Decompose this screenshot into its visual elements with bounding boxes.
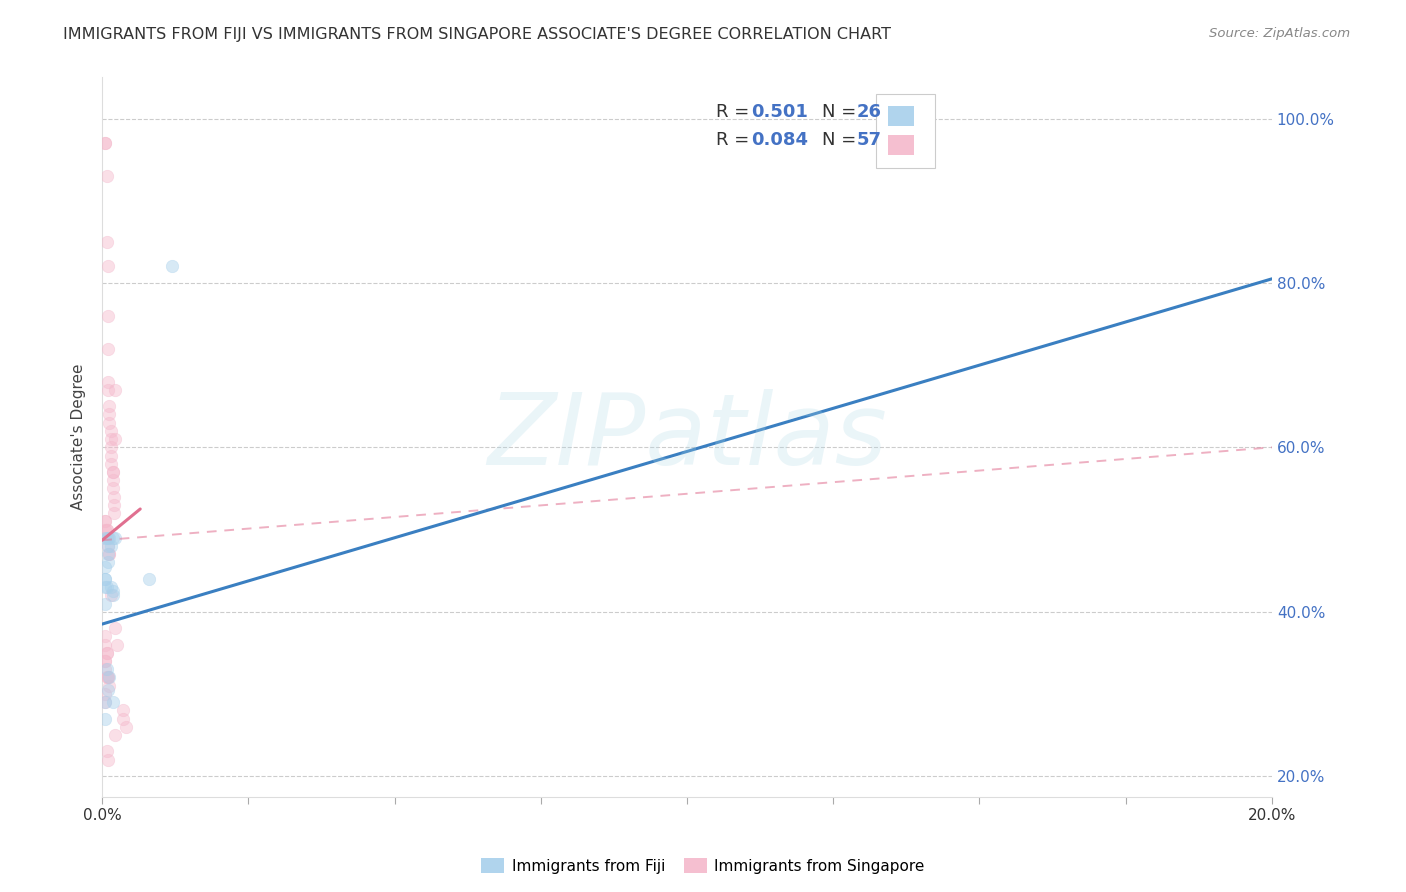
- Point: [96, 523, 118, 537]
- Point: [97, 342, 120, 356]
- Point: [96, 531, 118, 545]
- Point: [94, 629, 117, 643]
- Point: [94, 531, 117, 545]
- Point: [97, 753, 120, 767]
- Point: [97, 671, 120, 685]
- Point: [100, 424, 122, 438]
- Point: [96, 523, 118, 537]
- Point: [103, 506, 125, 520]
- Point: [94, 695, 117, 709]
- Point: [98, 531, 121, 545]
- Point: [94, 638, 117, 652]
- Point: [103, 490, 125, 504]
- Point: [101, 465, 124, 479]
- Point: [94, 559, 117, 574]
- Point: [94, 523, 117, 537]
- Point: [111, 712, 134, 726]
- Point: [97, 539, 120, 553]
- Point: [97, 547, 120, 561]
- Point: [101, 465, 124, 479]
- Point: [162, 260, 184, 274]
- Point: [98, 408, 121, 422]
- Text: 57: 57: [856, 131, 882, 149]
- Point: [94, 695, 117, 709]
- Point: [138, 572, 160, 586]
- Point: [98, 679, 121, 693]
- Point: [94, 514, 117, 528]
- Text: N =: N =: [821, 103, 862, 120]
- Point: [94, 572, 117, 586]
- Point: [96, 744, 118, 758]
- Point: [94, 654, 117, 668]
- Point: [97, 556, 120, 570]
- Point: [100, 440, 122, 454]
- Point: [94, 687, 117, 701]
- Point: [100, 539, 122, 553]
- Point: [104, 383, 127, 397]
- Point: [100, 457, 122, 471]
- Point: [94, 514, 117, 528]
- Point: [96, 169, 118, 183]
- Point: [96, 580, 118, 594]
- Point: [101, 473, 124, 487]
- Point: [98, 547, 121, 561]
- Point: [96, 662, 118, 676]
- Point: [94, 136, 117, 151]
- Point: [101, 695, 124, 709]
- Point: [96, 671, 118, 685]
- Point: [101, 531, 124, 545]
- Point: [111, 703, 134, 717]
- Point: [97, 531, 120, 545]
- Text: Source: ZipAtlas.com: Source: ZipAtlas.com: [1209, 27, 1350, 40]
- Point: [97, 539, 120, 553]
- Point: [104, 531, 127, 545]
- Y-axis label: Associate's Degree: Associate's Degree: [72, 364, 86, 510]
- Point: [104, 432, 127, 446]
- Point: [94, 712, 117, 726]
- Point: [98, 416, 121, 430]
- Point: [100, 588, 122, 602]
- Point: [94, 597, 117, 611]
- Point: [94, 136, 117, 151]
- Point: [97, 682, 120, 697]
- Text: 26: 26: [856, 103, 882, 120]
- Point: [105, 638, 128, 652]
- Point: [101, 584, 124, 599]
- Point: [94, 580, 117, 594]
- Point: [100, 432, 122, 446]
- Point: [94, 662, 117, 676]
- Point: [98, 547, 121, 561]
- Text: ZIPatlas: ZIPatlas: [486, 389, 887, 485]
- Point: [96, 646, 118, 660]
- Point: [104, 621, 127, 635]
- Point: [103, 498, 125, 512]
- Text: R =: R =: [716, 131, 755, 149]
- Point: [100, 449, 122, 463]
- Point: [97, 671, 120, 685]
- Point: [100, 580, 122, 594]
- Point: [97, 309, 120, 323]
- Point: [104, 728, 127, 742]
- Point: [94, 654, 117, 668]
- Point: [101, 588, 124, 602]
- Text: N =: N =: [821, 131, 862, 149]
- Point: [96, 235, 118, 249]
- Point: [98, 399, 121, 413]
- Point: [101, 482, 124, 496]
- Legend: , : ,: [876, 94, 935, 168]
- Point: [98, 671, 121, 685]
- Point: [114, 720, 136, 734]
- Point: [97, 383, 120, 397]
- Point: [94, 572, 117, 586]
- Text: R =: R =: [716, 103, 755, 120]
- Point: [97, 260, 120, 274]
- Point: [96, 646, 118, 660]
- Legend: Immigrants from Fiji, Immigrants from Singapore: Immigrants from Fiji, Immigrants from Si…: [475, 852, 931, 880]
- Text: 0.501: 0.501: [751, 103, 808, 120]
- Point: [97, 375, 120, 389]
- Text: 0.084: 0.084: [751, 131, 808, 149]
- Text: IMMIGRANTS FROM FIJI VS IMMIGRANTS FROM SINGAPORE ASSOCIATE'S DEGREE CORRELATION: IMMIGRANTS FROM FIJI VS IMMIGRANTS FROM …: [63, 27, 891, 42]
